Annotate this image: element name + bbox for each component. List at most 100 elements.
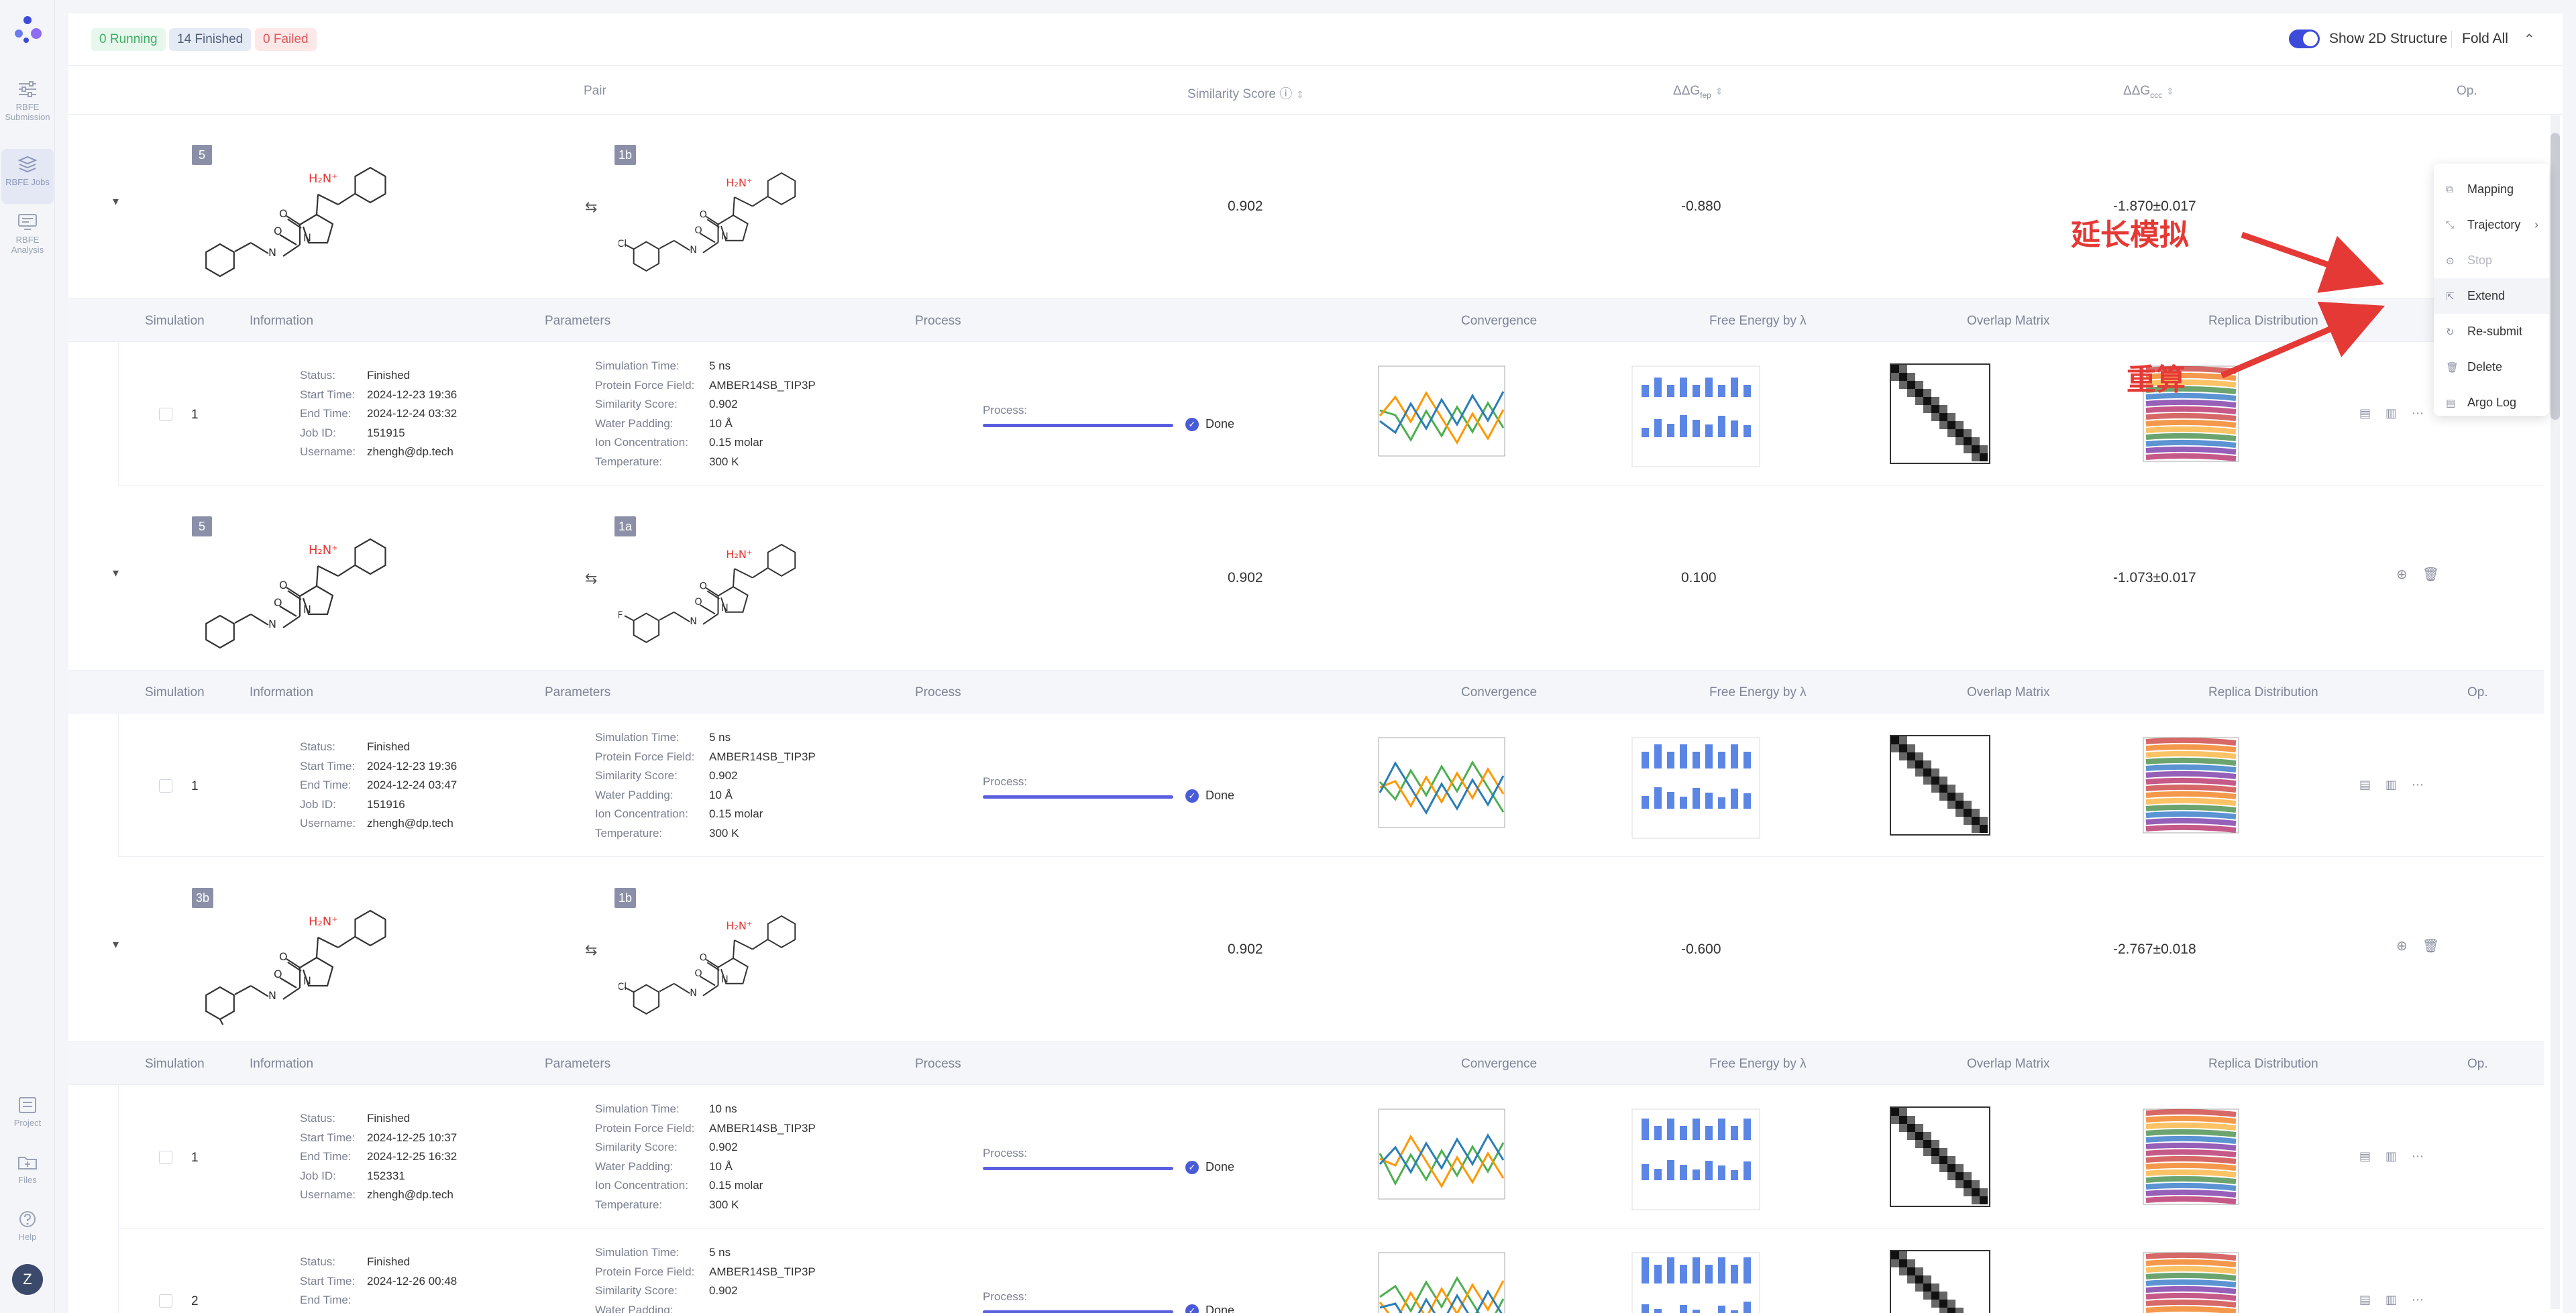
sim-end: 2024-12-24 03:32 bbox=[367, 407, 458, 420]
simulation-header: Simulation Information Parameters Proces… bbox=[68, 1042, 2544, 1085]
failed-badge[interactable]: 0 Failed bbox=[255, 28, 317, 51]
extend-icon: ⇱ bbox=[2446, 290, 2455, 302]
column-similarity[interactable]: Similarity Score ⓘ ⇕ bbox=[1187, 84, 1304, 102]
sim-number: 2 bbox=[191, 1294, 199, 1308]
convergence-plot[interactable] bbox=[1373, 735, 1507, 836]
free-energy-plot[interactable] bbox=[1628, 1250, 1762, 1313]
oxygen-label: O bbox=[700, 581, 707, 592]
trash-icon[interactable]: 🗑 bbox=[2422, 939, 2440, 954]
stop-icon[interactable]: ⊕ bbox=[2396, 567, 2408, 582]
sim-col-replica: Replica Distribution bbox=[2208, 685, 2318, 699]
menu-item-label: Stop bbox=[2467, 253, 2493, 267]
sim-col-overlap: Overlap Matrix bbox=[1967, 1057, 2050, 1071]
sim-col-process: Process bbox=[915, 1057, 961, 1071]
sidebar-item-project[interactable]: Project bbox=[1, 1090, 54, 1145]
more-icon[interactable]: ⋯ bbox=[2412, 778, 2424, 791]
sim-col-process: Process bbox=[915, 314, 961, 328]
show-2d-toggle[interactable] bbox=[2289, 30, 2320, 48]
oxygen-label-2: O bbox=[274, 968, 282, 980]
menu-item-resubmit[interactable]: ↻ Re-submit bbox=[2434, 314, 2549, 349]
sim-checkbox[interactable] bbox=[159, 408, 172, 421]
menu-item-stop[interactable]: ⊙ Stop bbox=[2434, 243, 2549, 278]
document-icon[interactable]: ▤ bbox=[2359, 1149, 2371, 1163]
sim-time: 5 ns bbox=[709, 359, 731, 372]
app-logo-icon[interactable] bbox=[11, 13, 44, 46]
document-icon[interactable]: ▤ bbox=[2359, 778, 2371, 791]
chevron-down-icon[interactable]: ▾ bbox=[113, 194, 119, 208]
replica-distribution[interactable] bbox=[2141, 1250, 2241, 1313]
sidebar-item-rbfe-submission[interactable]: RBFE Submission bbox=[1, 74, 54, 129]
document-icon[interactable]: ▤ bbox=[2359, 406, 2371, 420]
report-icon[interactable]: ▥ bbox=[2385, 1293, 2398, 1306]
menu-item-mapping[interactable]: ⧉ Mapping bbox=[2434, 172, 2549, 207]
convergence-plot[interactable] bbox=[1373, 363, 1507, 464]
sim-checkbox[interactable] bbox=[159, 1151, 172, 1164]
show-2d-label: Show 2D Structure bbox=[2329, 31, 2448, 46]
menu-item-extend[interactable]: ⇱ Extend bbox=[2434, 278, 2549, 314]
convergence-plot[interactable] bbox=[1373, 1106, 1507, 1207]
more-icon[interactable]: ⋯ bbox=[2412, 1149, 2424, 1163]
sim-col-overlap: Overlap Matrix bbox=[1967, 314, 2050, 328]
report-icon[interactable]: ▥ bbox=[2385, 406, 2398, 420]
scrollbar-thumb[interactable] bbox=[2551, 133, 2560, 420]
label-end: End Time: bbox=[300, 407, 352, 420]
report-icon[interactable]: ▥ bbox=[2385, 778, 2398, 791]
menu-item-argo-log[interactable]: ▤ Argo Log bbox=[2434, 385, 2549, 420]
free-energy-plot[interactable] bbox=[1628, 1106, 1762, 1214]
replica-distribution[interactable] bbox=[2141, 1106, 2241, 1207]
replica-distribution[interactable] bbox=[2141, 735, 2241, 836]
report-icon[interactable]: ▥ bbox=[2385, 1149, 2398, 1163]
free-energy-plot[interactable] bbox=[1628, 363, 1762, 471]
avatar[interactable]: Z bbox=[12, 1264, 43, 1295]
sim-ff: AMBER14SB_TIP3P bbox=[709, 1265, 816, 1278]
sidebar-item-rbfe-jobs[interactable]: RBFE Jobs bbox=[1, 149, 54, 204]
overlap-matrix[interactable] bbox=[1890, 363, 1990, 464]
overlap-matrix[interactable] bbox=[1890, 735, 1990, 836]
chevron-down-icon[interactable]: ▾ bbox=[113, 566, 119, 579]
menu-item-delete[interactable]: 🗑 Delete bbox=[2434, 349, 2549, 385]
label-ion: Ion Concentration: bbox=[595, 1179, 688, 1192]
sim-checkbox[interactable] bbox=[159, 1294, 172, 1308]
sim-username: zhengh@dp.tech bbox=[367, 817, 453, 830]
sim-information: Status: Finished Start Time: 2024-12-23 19… bbox=[300, 738, 457, 834]
label-temp: Temperature: bbox=[595, 1198, 663, 1211]
running-badge[interactable]: 0 Running bbox=[91, 28, 166, 51]
fold-all-button[interactable]: Fold All bbox=[2462, 31, 2508, 46]
overlap-matrix[interactable] bbox=[1890, 1250, 1990, 1313]
overlap-matrix[interactable] bbox=[1890, 1106, 1990, 1207]
menu-item-trajectory[interactable]: ⤡ Trajectory › bbox=[2434, 207, 2549, 243]
ddg-exp-value: -1.073±0.017 bbox=[2113, 570, 2196, 585]
sim-col-parameters: Parameters bbox=[545, 1057, 611, 1071]
left-rail: RBFE Submission RBFE Jobs RBFE Analysis … bbox=[0, 0, 55, 1313]
label-padding: Water Padding: bbox=[595, 788, 674, 801]
process-bar bbox=[983, 1310, 1173, 1313]
process-label: Process: bbox=[983, 404, 1028, 416]
ligand-b-tag: 1b bbox=[614, 888, 637, 908]
nh-label: N bbox=[690, 988, 697, 998]
column-ddg-fep[interactable]: ΔΔGfep ⇕ bbox=[1673, 84, 1723, 100]
sidebar-item-help[interactable]: Help bbox=[1, 1204, 54, 1259]
chevrons-up-icon[interactable]: ⌃ bbox=[2524, 32, 2535, 47]
oxygen-label: O bbox=[279, 950, 288, 963]
more-icon[interactable]: ⋯ bbox=[2412, 406, 2424, 420]
sim-end: 2024-12-25 16:32 bbox=[367, 1150, 458, 1163]
trash-icon[interactable]: 🗑 bbox=[2422, 567, 2440, 582]
sim-col-free-energy: Free Energy by λ bbox=[1709, 314, 1807, 328]
free-energy-plot[interactable] bbox=[1628, 735, 1762, 842]
finished-badge[interactable]: 14 Finished bbox=[169, 28, 252, 51]
column-ddg-exp[interactable]: ΔΔGccc ⇕ bbox=[2123, 84, 2174, 100]
sim-col-convergence: Convergence bbox=[1461, 1057, 1538, 1071]
sim-checkbox[interactable] bbox=[159, 779, 172, 793]
convergence-plot[interactable] bbox=[1373, 1250, 1507, 1313]
sim-col-convergence: Convergence bbox=[1461, 314, 1538, 328]
stop-icon[interactable]: ⊕ bbox=[2396, 939, 2408, 954]
chevron-down-icon[interactable]: ▾ bbox=[113, 937, 119, 951]
more-icon[interactable]: ⋯ bbox=[2412, 1293, 2424, 1306]
sidebar-item-files[interactable]: Files bbox=[1, 1147, 54, 1202]
document-icon[interactable]: ▤ bbox=[2359, 1293, 2371, 1306]
sidebar-item-rbfe-analysis[interactable]: RBFE Analysis bbox=[1, 207, 54, 262]
